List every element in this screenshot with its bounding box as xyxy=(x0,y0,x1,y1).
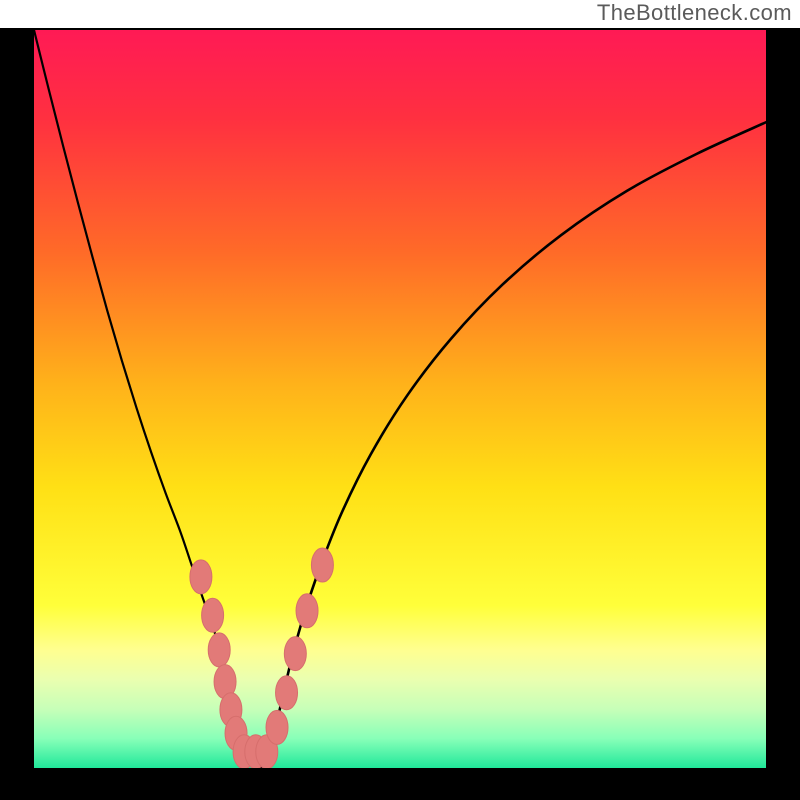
watermark-text: TheBottleneck.com xyxy=(597,0,792,26)
plot-curves-layer xyxy=(34,30,766,768)
data-marker xyxy=(296,594,318,628)
data-marker xyxy=(190,560,212,594)
frame-border-right xyxy=(766,28,800,800)
plot-area xyxy=(34,30,766,768)
data-marker xyxy=(202,598,224,632)
data-marker xyxy=(311,548,333,582)
curve-right-branch xyxy=(261,122,766,768)
data-marker xyxy=(284,637,306,671)
data-marker xyxy=(276,676,298,710)
frame-border-left xyxy=(0,28,34,800)
frame-border-bottom xyxy=(0,768,800,800)
data-marker xyxy=(208,633,230,667)
data-marker xyxy=(266,710,288,744)
